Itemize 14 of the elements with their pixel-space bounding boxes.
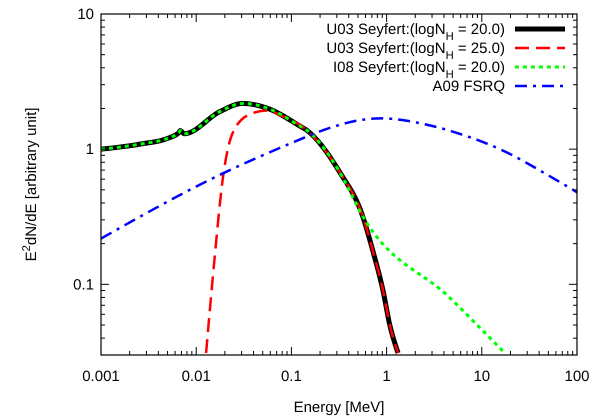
x-tick-label: 0.1 bbox=[280, 368, 302, 385]
legend-label: I08 Seyfert:(logN$_{H}$ = 20.0) bbox=[333, 59, 505, 81]
y-tick-label: 1 bbox=[86, 141, 94, 158]
y-tick-label: 0.1 bbox=[73, 276, 94, 294]
legend-label: U03 Seyfert:(logN$_{H}$ = 20.0) bbox=[326, 21, 505, 43]
x-tick-label: 1 bbox=[382, 368, 391, 385]
legend-label: U03 Seyfert:(logN$_{H}$ = 25.0) bbox=[326, 40, 505, 62]
legend-label: A09 FSRQ bbox=[432, 78, 505, 95]
x-axis-title: Energy [MeV] bbox=[294, 399, 384, 416]
x-tick-label: 10 bbox=[473, 368, 490, 385]
x-tick-label: 100 bbox=[564, 368, 590, 385]
x-tick-label: 0.01 bbox=[182, 368, 211, 385]
x-tick-label: 0.001 bbox=[82, 368, 120, 385]
y-tick-label: 10 bbox=[77, 6, 94, 23]
